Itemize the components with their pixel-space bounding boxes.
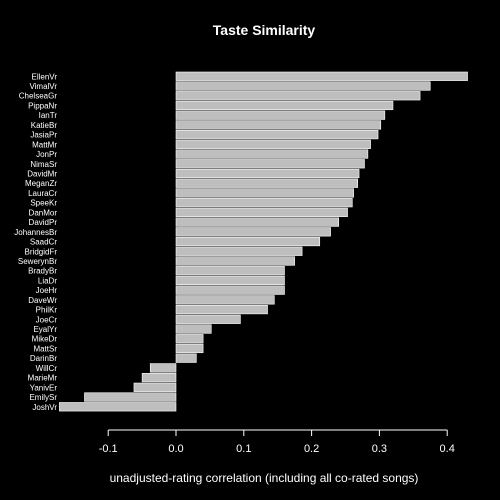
bar-yaniver xyxy=(133,382,177,392)
x-axis: -0.1 0.0 0.1 0.2 0.3 0.4 xyxy=(99,429,455,455)
category-label-nimasr: NimaSr xyxy=(30,160,57,169)
bar-sewerynbr xyxy=(175,256,295,266)
x-tick-label: 0.4 xyxy=(440,443,455,455)
x-tick-label: 0.3 xyxy=(372,443,387,455)
bar-joecr xyxy=(175,314,241,324)
bar-chelseagr xyxy=(175,91,421,101)
bar-jasiapr xyxy=(175,130,379,140)
category-label-yaniver: YanivEr xyxy=(30,383,58,392)
bars-group xyxy=(59,71,468,412)
category-label-davidpr: DavidPr xyxy=(29,218,58,227)
bar-mikedr xyxy=(175,334,204,344)
bar-johannesbr xyxy=(175,227,331,237)
x-axis-label: unadjusted-rating correlation (including… xyxy=(110,471,419,485)
category-label-jonpr: JonPr xyxy=(36,150,57,159)
bar-bradybr xyxy=(175,266,285,276)
bar-pippanr xyxy=(175,100,394,111)
bar-eyalyr xyxy=(175,324,212,334)
category-label-vimalvr: VimalVr xyxy=(29,82,57,91)
bar-iantr xyxy=(175,110,386,120)
category-label-davidmr: DavidMr xyxy=(27,170,57,179)
category-label-pippanr: PippaNr xyxy=(28,101,57,110)
bar-katiebr xyxy=(175,120,382,130)
category-label-joshvr: JoshVr xyxy=(32,403,57,412)
x-tick-label: 0.1 xyxy=(236,443,251,455)
category-label-bradybr: BradyBr xyxy=(28,267,57,276)
category-label-liadr: LiaDr xyxy=(38,276,57,285)
bar-liadr xyxy=(175,275,285,286)
category-label-darinbr: DarinBr xyxy=(30,354,57,363)
category-label-bridgidfr: BridgidFr xyxy=(25,247,58,256)
bar-bridgidfr xyxy=(175,246,303,256)
bar-philkr xyxy=(175,304,268,315)
category-label-jasiapr: JasiaPr xyxy=(30,131,57,140)
bar-davidmr xyxy=(175,168,360,179)
bar-lauracr xyxy=(175,188,354,198)
category-label-davewr: DaveWr xyxy=(28,296,57,305)
category-label-iantr: IanTr xyxy=(39,111,58,120)
category-label-sewerynbr: SewerynBr xyxy=(18,257,57,266)
category-label-speekr: SpeeKr xyxy=(30,199,57,208)
bar-speekr xyxy=(175,198,353,208)
bar-joshvr xyxy=(59,402,177,412)
bar-ellenvr xyxy=(175,71,468,81)
category-label-emilysr: EmilySr xyxy=(29,393,57,402)
category-label-ellenvr: EllenVr xyxy=(32,72,58,81)
x-tick-label: -0.1 xyxy=(99,443,118,455)
category-label-joehr: JoeHr xyxy=(36,286,58,295)
category-label-katiebr: KatieBr xyxy=(31,121,58,130)
bar-davidpr xyxy=(175,217,340,227)
category-label-mariemr: MarieMr xyxy=(28,374,58,383)
category-label-mikedr: MikeDr xyxy=(32,335,58,344)
bar-danmor xyxy=(175,207,348,217)
bar-saadcr xyxy=(175,236,321,247)
bar-emilysr xyxy=(84,392,177,402)
category-label-danmor: DanMor xyxy=(29,208,58,217)
category-label-chelseagr: ChelseaGr xyxy=(19,92,58,101)
category-label-willcr: WillCr xyxy=(36,364,58,373)
chart-title: Taste Similarity xyxy=(213,22,316,38)
category-label-mattsr: MattSr xyxy=(33,344,57,353)
bar-vimalvr xyxy=(175,81,431,91)
category-label-joecr: JoeCr xyxy=(36,315,58,324)
bar-willcr xyxy=(149,363,177,373)
category-label-meganzr: MeganZr xyxy=(25,179,57,188)
bar-mariemr xyxy=(141,373,177,383)
x-tick-label: 0.2 xyxy=(304,443,319,455)
category-label-johannesbr: JohannesBr xyxy=(14,228,57,237)
bar-mattmr xyxy=(175,139,371,149)
category-label-eyalyr: EyalYr xyxy=(33,325,57,334)
category-label-mattmr: MattMr xyxy=(32,140,57,149)
bar-jonpr xyxy=(175,149,369,159)
category-label-philkr: PhilKr xyxy=(36,306,58,315)
bar-mattsr xyxy=(175,343,204,354)
category-label-saadcr: SaadCr xyxy=(30,238,57,247)
bar-joehr xyxy=(175,285,285,295)
bar-nimasr xyxy=(175,159,365,169)
bar-meganzr xyxy=(175,178,358,188)
bar-davewr xyxy=(175,295,275,305)
bar-darinbr xyxy=(175,353,197,363)
category-label-lauracr: LauraCr xyxy=(28,189,57,198)
category-labels: EllenVrVimalVrChelseaGrPippaNrIanTrKatie… xyxy=(14,72,57,411)
x-tick-label: 0.0 xyxy=(168,443,183,455)
